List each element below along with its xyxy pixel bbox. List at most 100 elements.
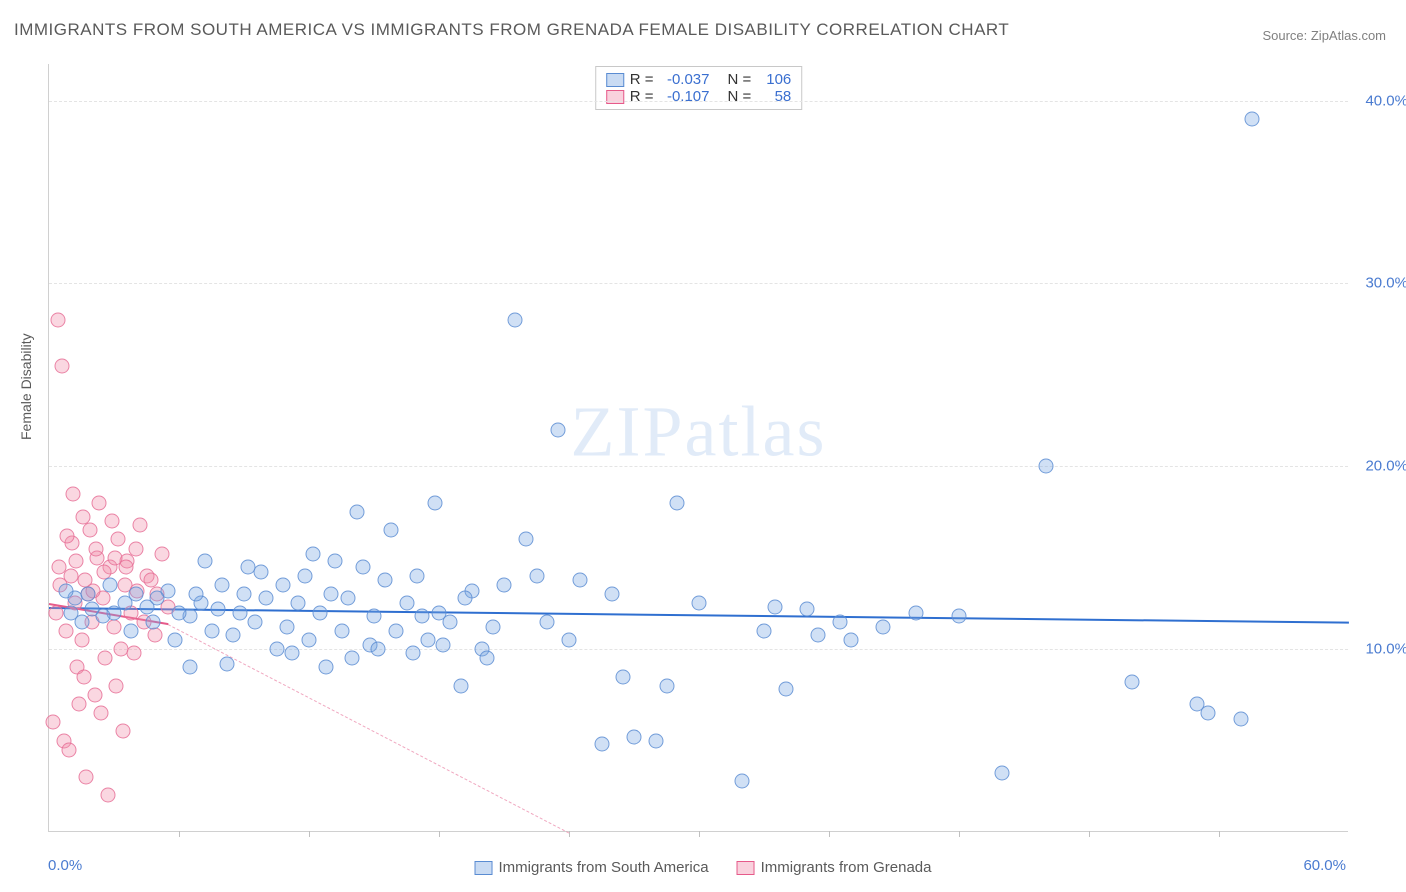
data-point: [78, 770, 93, 785]
gridline-h: [49, 466, 1348, 467]
gridline-h: [49, 283, 1348, 284]
data-point: [410, 569, 425, 584]
data-point: [518, 532, 533, 547]
data-point: [107, 620, 122, 635]
data-point: [388, 623, 403, 638]
data-point: [302, 633, 317, 648]
data-point: [692, 596, 707, 611]
data-point: [284, 645, 299, 660]
data-point: [59, 583, 74, 598]
gridline-h: [49, 649, 1348, 650]
legend-n-label: N =: [728, 71, 752, 88]
legend-swatch: [737, 861, 755, 875]
data-point: [48, 605, 63, 620]
data-point: [172, 605, 187, 620]
y-tick-label: 30.0%: [1365, 275, 1406, 292]
legend-swatch: [606, 73, 624, 87]
data-point: [118, 559, 133, 574]
data-point: [276, 578, 291, 593]
data-point: [648, 733, 663, 748]
data-point: [115, 724, 130, 739]
data-point: [154, 547, 169, 562]
data-point: [55, 358, 70, 373]
data-point: [148, 627, 163, 642]
data-point: [254, 565, 269, 580]
x-axis-min-label: 0.0%: [48, 857, 82, 874]
data-point: [65, 486, 80, 501]
data-point: [832, 614, 847, 629]
data-point: [198, 554, 213, 569]
data-point: [87, 687, 102, 702]
x-tick: [959, 831, 960, 837]
data-point: [83, 523, 98, 538]
x-tick: [439, 831, 440, 837]
legend-row: R =-0.107N =58: [606, 88, 792, 105]
data-point: [102, 578, 117, 593]
legend-series-item: Immigrants from Grenada: [737, 859, 932, 876]
data-point: [139, 600, 154, 615]
data-point: [1201, 706, 1216, 721]
data-point: [458, 590, 473, 605]
legend-series-item: Immigrants from South America: [475, 859, 709, 876]
data-point: [182, 660, 197, 675]
data-point: [50, 313, 65, 328]
data-point: [811, 627, 826, 642]
data-point: [345, 651, 360, 666]
data-point: [74, 633, 89, 648]
data-point: [146, 614, 161, 629]
data-point: [133, 517, 148, 532]
data-point: [605, 587, 620, 602]
data-point: [61, 742, 76, 757]
x-tick: [309, 831, 310, 837]
chart-title: IMMIGRANTS FROM SOUTH AMERICA VS IMMIGRA…: [14, 20, 1009, 40]
legend-series-label: Immigrants from South America: [499, 859, 709, 876]
data-point: [594, 737, 609, 752]
plot-area: ZIPatlas R =-0.037N =106R =-0.107N =58 1…: [48, 64, 1348, 832]
data-point: [735, 773, 750, 788]
data-point: [427, 495, 442, 510]
data-point: [1244, 111, 1259, 126]
legend-r-label: R =: [630, 88, 654, 105]
legend-r-value: -0.107: [660, 88, 710, 105]
watermark: ZIPatlas: [571, 391, 827, 474]
data-point: [540, 614, 555, 629]
legend-row: R =-0.037N =106: [606, 71, 792, 88]
data-point: [215, 578, 230, 593]
data-point: [247, 614, 262, 629]
data-point: [69, 554, 84, 569]
data-point: [219, 656, 234, 671]
trendline: [168, 624, 569, 833]
data-point: [486, 620, 501, 635]
data-point: [572, 572, 587, 587]
data-point: [399, 596, 414, 611]
data-point: [319, 660, 334, 675]
data-point: [91, 495, 106, 510]
gridline-h: [49, 101, 1348, 102]
data-point: [507, 313, 522, 328]
data-point: [88, 541, 103, 556]
y-tick-label: 10.0%: [1365, 641, 1406, 658]
data-point: [551, 422, 566, 437]
data-point: [341, 590, 356, 605]
data-point: [995, 766, 1010, 781]
data-point: [280, 620, 295, 635]
data-point: [312, 605, 327, 620]
data-point: [104, 514, 119, 529]
x-tick: [829, 831, 830, 837]
data-point: [232, 605, 247, 620]
data-point: [167, 633, 182, 648]
data-point: [659, 678, 674, 693]
source-label: Source: ZipAtlas.com: [1262, 28, 1386, 43]
x-tick: [179, 831, 180, 837]
legend-n-value: 58: [757, 88, 791, 105]
data-point: [406, 645, 421, 660]
legend-swatch: [475, 861, 493, 875]
legend-series-label: Immigrants from Grenada: [761, 859, 932, 876]
x-tick: [1089, 831, 1090, 837]
data-point: [63, 605, 78, 620]
y-axis-label: Female Disability: [18, 333, 34, 440]
data-point: [85, 601, 100, 616]
data-point: [63, 569, 78, 584]
data-point: [59, 623, 74, 638]
legend-correlation: R =-0.037N =106R = -0.107 N = 58: [595, 66, 803, 110]
